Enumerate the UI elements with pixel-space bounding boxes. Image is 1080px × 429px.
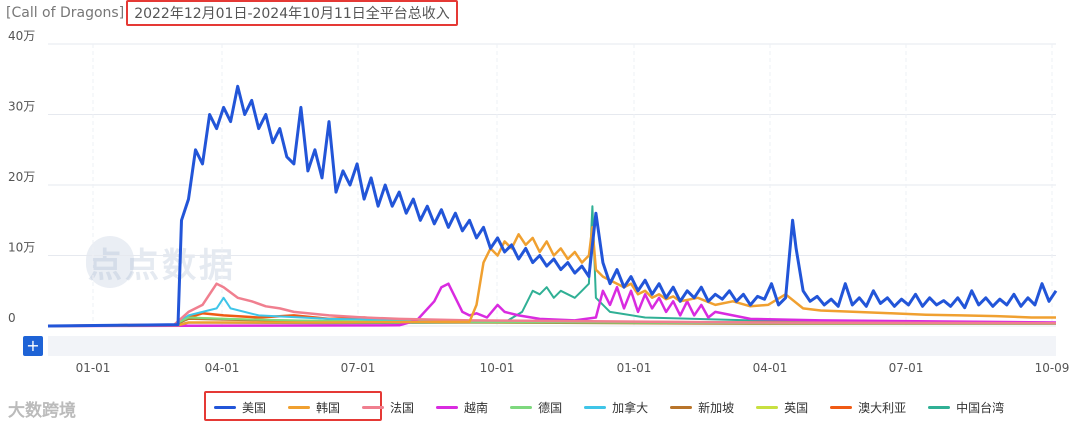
- x-tick-label: 10-09: [1035, 361, 1070, 375]
- series-line-中国台湾: [47, 205, 1057, 327]
- watermark-logo-icon: [86, 236, 134, 288]
- series-line-越南: [47, 282, 1057, 328]
- y-tick-label: 20万: [8, 170, 35, 184]
- watermark-text: 点点数据: [88, 246, 236, 286]
- legend-item[interactable]: 德国: [510, 399, 562, 416]
- y-tick-label: 40万: [8, 29, 35, 43]
- legend-swatch: [670, 406, 693, 409]
- chart-legend: 美国 韩国 法国 越南 德国 加拿大 新加坡 英国 澳大利亚 中国台湾: [214, 399, 1026, 416]
- legend-item[interactable]: 新加坡: [670, 399, 734, 416]
- range-slider-track: [48, 336, 1056, 356]
- legend-label: 韩国: [316, 401, 341, 415]
- legend-label: 新加坡: [698, 401, 735, 415]
- legend-item[interactable]: 法国: [362, 399, 414, 416]
- legend-swatch: [214, 406, 236, 409]
- legend-swatch: [830, 406, 853, 409]
- legend-label: 美国: [242, 401, 267, 415]
- legend-label: 越南: [464, 401, 489, 415]
- x-tick-label: 07-01: [341, 361, 376, 375]
- x-tick-label: 04-01: [205, 361, 240, 375]
- footer-brand-watermark: 大数跨境: [8, 401, 76, 421]
- x-tick-label: 04-01: [753, 361, 788, 375]
- x-tick-label: 01-01: [617, 361, 652, 375]
- legend-swatch: [756, 406, 779, 409]
- legend-swatch: [436, 406, 459, 409]
- legend-item[interactable]: 英国: [756, 399, 808, 416]
- legend-item[interactable]: 加拿大: [584, 399, 648, 416]
- series-line-法国: [47, 282, 1057, 328]
- y-tick-label: 10万: [8, 241, 35, 255]
- legend-item[interactable]: 澳大利亚: [830, 399, 906, 416]
- legend-label: 中国台湾: [956, 401, 1005, 415]
- zoom-in-button[interactable]: +: [23, 336, 43, 356]
- app-name: [Call of Dragons]: [6, 5, 125, 21]
- legend-swatch: [928, 406, 951, 409]
- legend-label: 德国: [538, 401, 563, 415]
- chart-header: [Call of Dragons] 2022年12月01日-2024年10月11…: [6, 0, 458, 26]
- y-tick-label: 0: [8, 311, 16, 325]
- legend-item[interactable]: 美国: [214, 399, 266, 416]
- y-tick-label: 30万: [8, 100, 35, 114]
- x-tick-label: 07-01: [889, 361, 924, 375]
- legend-swatch: [362, 406, 385, 409]
- x-tick-label: 10-01: [480, 361, 515, 375]
- x-tick-label: 01-01: [76, 361, 111, 375]
- legend-item[interactable]: 韩国: [288, 399, 340, 416]
- legend-item[interactable]: 中国台湾: [928, 399, 1004, 416]
- series-line-美国: [47, 84, 1058, 328]
- legend-swatch: [288, 406, 311, 409]
- legend-label: 加拿大: [612, 401, 649, 415]
- legend-swatch: [510, 406, 533, 409]
- legend-swatch: [584, 406, 607, 409]
- series-line-韩国: [47, 226, 1056, 328]
- legend-item[interactable]: 越南: [436, 399, 488, 416]
- legend-label: 法国: [390, 401, 415, 415]
- legend-label: 澳大利亚: [858, 401, 907, 415]
- legend-label: 英国: [784, 401, 809, 415]
- chart-title: 2022年12月01日-2024年10月11日全平台总收入: [126, 0, 458, 26]
